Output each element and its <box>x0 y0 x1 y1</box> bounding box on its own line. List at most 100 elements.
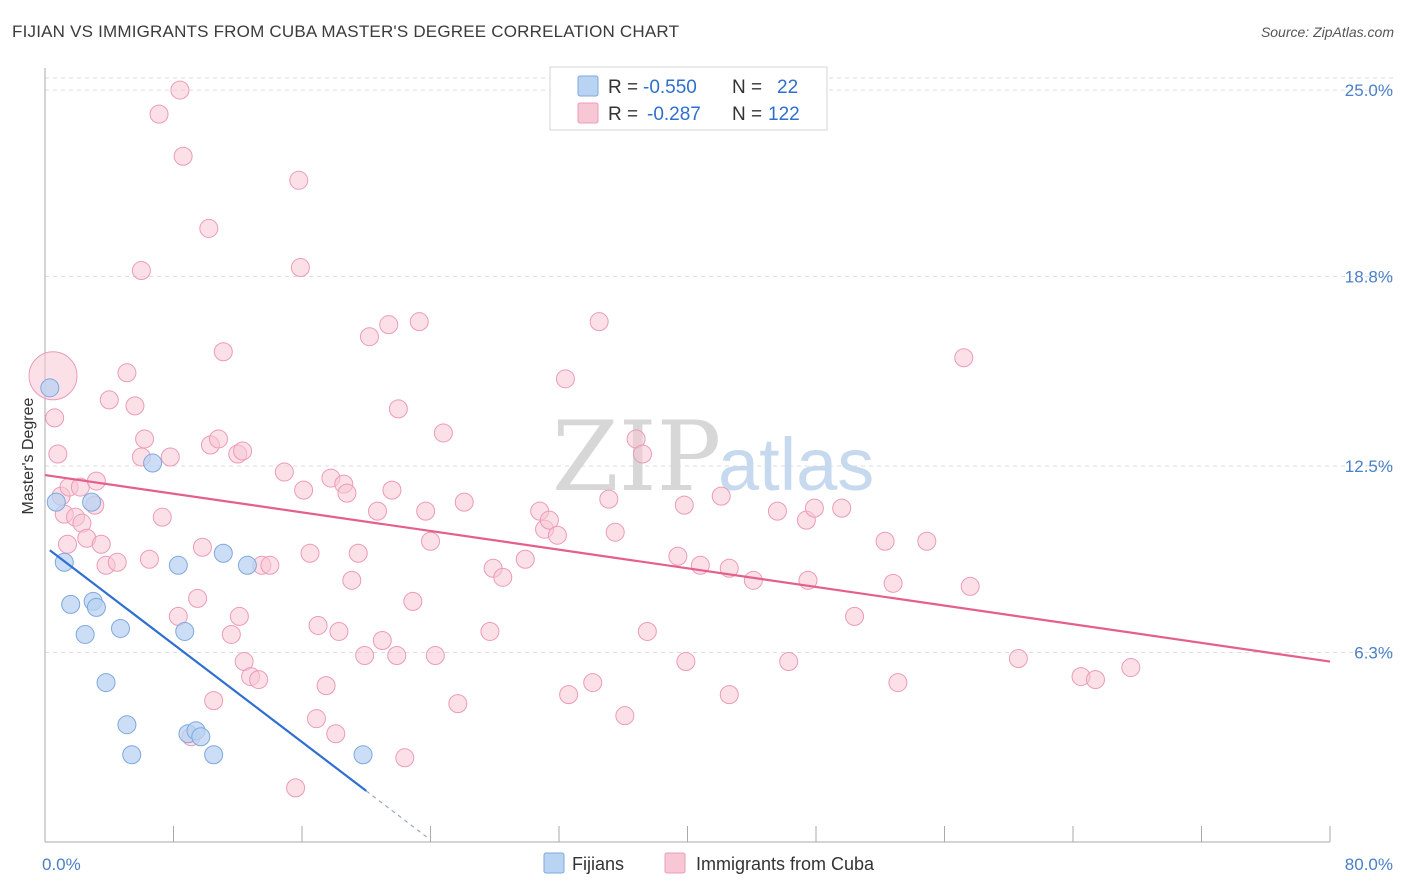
cuba-point <box>1121 658 1141 678</box>
x-tick-labels: 0.0% 80.0% <box>42 855 1393 874</box>
cuba-point <box>48 444 68 464</box>
fijian-point <box>213 543 233 563</box>
legend-n-label-1: N = <box>732 77 762 98</box>
cuba-point <box>382 480 402 500</box>
cuba-point <box>300 543 320 563</box>
cuba-point <box>45 408 65 428</box>
legend-swatch-cuba <box>577 102 599 124</box>
cuba-point <box>221 624 241 644</box>
cuba-point <box>289 170 309 190</box>
fijian-point <box>75 624 95 644</box>
cuba-point <box>372 630 392 650</box>
cuba-point <box>294 480 314 500</box>
legend-r-value-1: -0.550 <box>643 77 697 98</box>
cuba-point <box>160 447 180 467</box>
cuba-point <box>589 312 609 332</box>
legend-r-label-2: R = <box>608 104 638 125</box>
cuba-point <box>433 423 453 443</box>
cuba-point <box>668 546 688 566</box>
cuba-point <box>274 462 294 482</box>
cuba-point <box>152 507 172 527</box>
cuba-point <box>229 606 249 626</box>
x-tick-label-0: 0.0% <box>42 855 81 874</box>
fijian-point <box>96 673 116 693</box>
cuba-point <box>719 685 739 705</box>
legend-n-value-1: 22 <box>777 77 798 98</box>
cuba-point <box>99 390 119 410</box>
cuba-point <box>170 80 190 100</box>
cuba-point <box>91 534 111 554</box>
cuba-point <box>674 495 694 515</box>
cuba-point <box>192 537 212 557</box>
fijian-point <box>237 555 257 575</box>
cuba-point <box>954 348 974 368</box>
bottom-legend-cuba: Immigrants from Cuba <box>696 854 875 874</box>
cuba-point <box>306 709 326 729</box>
cuba-point <box>260 555 280 575</box>
cuba-point <box>249 670 269 690</box>
legend-n-label-2: N = <box>732 104 762 125</box>
cuba-point <box>875 531 895 551</box>
cuba-point <box>599 489 619 509</box>
fijian-point <box>82 492 102 512</box>
cuba-point <box>233 441 253 461</box>
cuba-point <box>539 510 559 530</box>
cuba-point <box>57 534 77 554</box>
cuba-point <box>743 570 763 590</box>
cuba-point <box>676 652 696 672</box>
cuba-point <box>290 258 310 278</box>
y-tick-label-1: 12.5% <box>1345 457 1393 476</box>
cuba-point <box>348 543 368 563</box>
cuba-point <box>1085 670 1105 690</box>
cuba-point <box>403 591 423 611</box>
cuba-point <box>199 218 219 238</box>
cuba-point <box>421 531 440 551</box>
cuba-point <box>329 621 349 641</box>
fijian-point <box>175 621 195 641</box>
cuba-point <box>379 315 399 335</box>
cuba-point <box>1008 649 1028 669</box>
cuba-point <box>711 486 731 506</box>
fijian-point <box>353 745 373 765</box>
cuba-point <box>213 342 233 362</box>
axes <box>44 68 1331 843</box>
bottom-legend: Fijians Immigrants from Cuba <box>543 852 875 874</box>
fijian-trend-line <box>49 549 367 792</box>
legend: R = -0.550 N = 22 R = -0.287 N = 122 <box>549 66 828 131</box>
watermark-atlas: atlas <box>718 423 874 506</box>
watermark: ZIP atlas <box>552 401 874 513</box>
fijian-point <box>117 715 137 735</box>
fijian-point <box>40 378 60 398</box>
y-tick-label-3: 25.0% <box>1345 81 1393 100</box>
cuba-point <box>107 552 127 572</box>
bottom-legend-swatch-fijians <box>543 852 565 874</box>
cuba-point <box>555 369 575 389</box>
cuba-point <box>883 573 903 593</box>
cuba-point <box>149 104 169 124</box>
cuba-point <box>117 363 137 383</box>
cuba-point <box>416 501 436 521</box>
legend-r-label-1: R = <box>608 77 638 98</box>
cuba-point <box>583 673 603 693</box>
fijian-point <box>110 618 130 638</box>
fijian-point <box>204 745 224 765</box>
x-tick-label-1: 80.0% <box>1345 855 1393 874</box>
y-tick-label-2: 18.8% <box>1345 268 1393 287</box>
legend-n-value-2: 122 <box>768 104 800 125</box>
chart-title: FIJIAN VS IMMIGRANTS FROM CUBA MASTER'S … <box>12 22 680 41</box>
cuba-point <box>888 673 908 693</box>
cuba-point <box>960 576 980 596</box>
legend-swatch-fijians <box>577 75 599 97</box>
bottom-legend-fijians: Fijians <box>572 854 624 874</box>
y-axis-label: Master's Degree <box>20 397 37 514</box>
cuba-point <box>448 694 468 714</box>
legend-r-value-2: -0.287 <box>647 104 701 125</box>
cuba-point <box>767 501 787 521</box>
cuba-point <box>316 676 336 696</box>
cuba-point <box>493 567 513 587</box>
cuba-point <box>188 588 208 608</box>
cuba-point <box>425 646 445 666</box>
cuba-point <box>337 483 357 503</box>
fijian-points <box>40 378 373 765</box>
